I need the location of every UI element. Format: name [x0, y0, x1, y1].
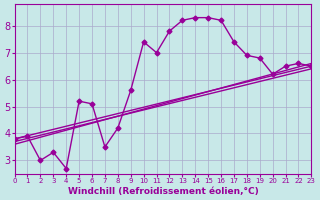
X-axis label: Windchill (Refroidissement éolien,°C): Windchill (Refroidissement éolien,°C): [68, 187, 258, 196]
